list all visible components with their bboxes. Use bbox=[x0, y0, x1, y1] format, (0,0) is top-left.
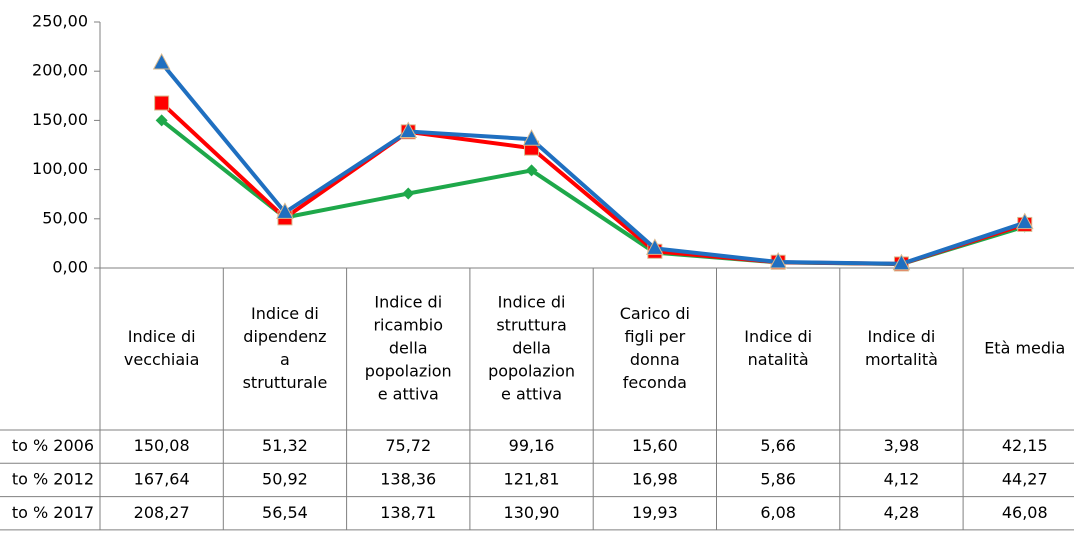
category-label: strutturale bbox=[243, 373, 328, 392]
table-value: 138,36 bbox=[380, 469, 436, 488]
category-label: mortalità bbox=[865, 350, 938, 369]
table-value: 46,08 bbox=[1002, 503, 1048, 522]
marker bbox=[402, 187, 415, 200]
category-label: e attiva bbox=[378, 385, 439, 404]
legend-label: to % 2012 bbox=[12, 469, 94, 488]
category-label: natalità bbox=[748, 350, 809, 369]
table-value: 51,32 bbox=[262, 436, 308, 455]
category-label: Età media bbox=[984, 339, 1065, 358]
category-label: Indice di bbox=[498, 293, 566, 312]
y-tick-label: 100,00 bbox=[32, 159, 88, 178]
category-label: vecchiaia bbox=[124, 350, 200, 369]
marker bbox=[276, 202, 294, 219]
category-label: donna bbox=[630, 350, 680, 369]
table-value: 56,54 bbox=[262, 503, 308, 522]
table-value: 138,71 bbox=[380, 503, 436, 522]
category-label: Indice di bbox=[374, 293, 442, 312]
category-label: della bbox=[512, 339, 551, 358]
marker bbox=[769, 251, 787, 269]
marker bbox=[646, 238, 664, 255]
category-label: dipendenz bbox=[243, 327, 326, 346]
y-tick-label: 250,00 bbox=[32, 12, 88, 31]
table-value: 3,98 bbox=[884, 436, 920, 455]
marker bbox=[154, 95, 170, 111]
marker bbox=[155, 114, 168, 127]
table-value: 42,15 bbox=[1002, 436, 1048, 455]
y-tick-label: 50,00 bbox=[42, 208, 88, 227]
table-value: 121,81 bbox=[504, 469, 560, 488]
category-label: a bbox=[280, 350, 290, 369]
table-value: 5,66 bbox=[760, 436, 796, 455]
table-value: 16,98 bbox=[632, 469, 678, 488]
category-label: Indice di bbox=[744, 327, 812, 346]
category-label: ricambio bbox=[373, 316, 443, 335]
table-value: 150,08 bbox=[134, 436, 190, 455]
category-label: e attiva bbox=[501, 385, 562, 404]
table-value: 44,27 bbox=[1002, 469, 1048, 488]
table-value: 50,92 bbox=[262, 469, 308, 488]
table-value: 130,90 bbox=[504, 503, 560, 522]
table-value: 208,27 bbox=[134, 503, 190, 522]
category-label: struttura bbox=[496, 316, 566, 335]
marker bbox=[152, 52, 171, 70]
category-label: feconda bbox=[623, 373, 687, 392]
table-value: 6,08 bbox=[760, 503, 796, 522]
category-label: della bbox=[389, 339, 428, 358]
table-value: 167,64 bbox=[134, 469, 190, 488]
table-value: 75,72 bbox=[385, 436, 431, 455]
y-tick-label: 200,00 bbox=[32, 61, 88, 80]
marker bbox=[525, 164, 538, 177]
category-label: popolazion bbox=[365, 362, 452, 381]
table-value: 19,93 bbox=[632, 503, 678, 522]
marker bbox=[522, 129, 541, 146]
category-label: Indice di bbox=[868, 327, 936, 346]
series-line bbox=[160, 61, 1026, 266]
table-value: 4,28 bbox=[884, 503, 920, 522]
category-label: Indice di bbox=[128, 327, 196, 346]
legend-label: to % 2006 bbox=[12, 436, 94, 455]
category-label: popolazion bbox=[488, 362, 575, 381]
table-value: 5,86 bbox=[760, 469, 796, 488]
marker bbox=[892, 253, 911, 271]
marker bbox=[1015, 212, 1034, 230]
y-tick-label: 150,00 bbox=[32, 110, 88, 129]
category-label: figli per bbox=[624, 327, 685, 346]
table-value: 4,12 bbox=[884, 469, 920, 488]
table-value: 15,60 bbox=[632, 436, 678, 455]
legend-label: to % 2017 bbox=[12, 503, 94, 522]
series-line bbox=[160, 101, 1026, 266]
marker bbox=[399, 121, 418, 139]
y-tick-label: 0,00 bbox=[52, 258, 88, 277]
table-value: 99,16 bbox=[509, 436, 555, 455]
category-label: Indice di bbox=[251, 304, 319, 323]
category-label: Carico di bbox=[620, 304, 690, 323]
